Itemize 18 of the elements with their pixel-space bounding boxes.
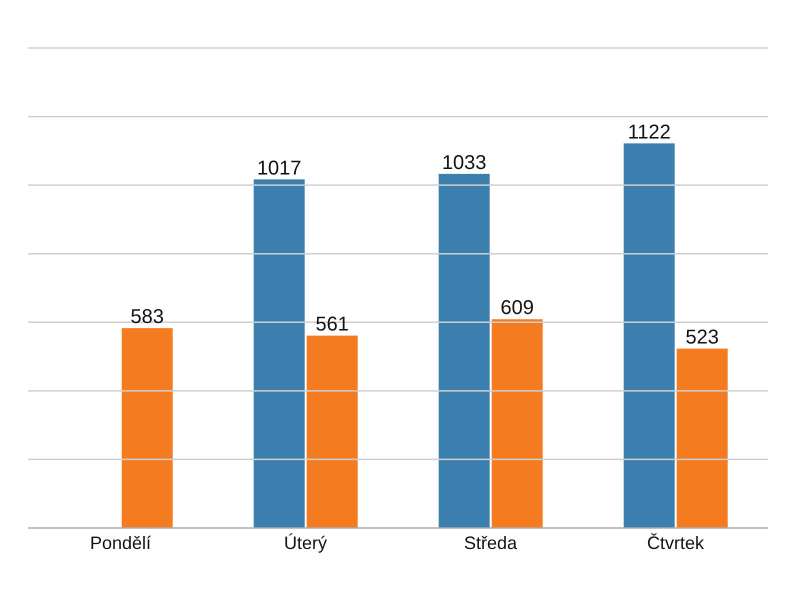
data-label: 609: [500, 297, 534, 320]
x-tick-label: Úterý: [284, 532, 328, 553]
data-label: 1033: [442, 152, 486, 174]
data-label: 583: [130, 306, 164, 328]
bar: [306, 336, 358, 528]
bar: [624, 143, 675, 528]
x-tick-label: Pondělí: [90, 532, 152, 553]
data-label: 1017: [256, 157, 302, 180]
bar: [254, 179, 305, 528]
data-label: 561: [316, 314, 349, 336]
data-label: 1122: [628, 121, 671, 144]
bar: [492, 319, 543, 528]
bar: [438, 174, 490, 528]
data-label: 523: [686, 326, 719, 349]
bar: [676, 348, 728, 528]
x-tick-label: Čtvrtek: [646, 532, 705, 553]
bar: [122, 328, 173, 528]
x-tick-label: Středa: [464, 532, 518, 553]
